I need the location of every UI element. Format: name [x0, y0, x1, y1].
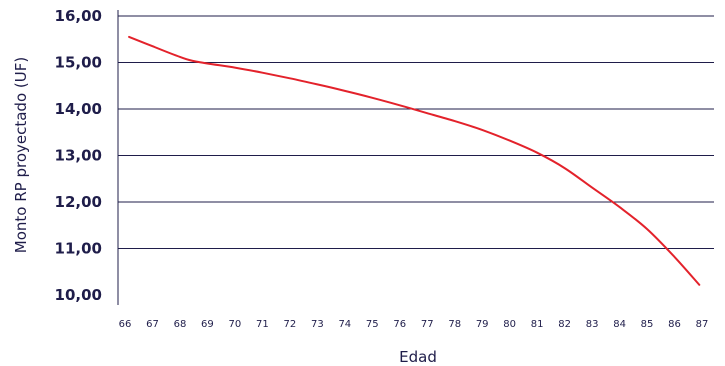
x-tick-label: 72	[283, 319, 296, 330]
x-tick-label: 76	[393, 319, 406, 330]
y-tick-label: 13,00	[55, 147, 102, 165]
x-tick-label: 82	[558, 319, 571, 330]
x-tick-label: 83	[586, 319, 599, 330]
x-tick-label: 87	[696, 319, 709, 330]
x-tick-label: 66	[119, 319, 132, 330]
x-tick-label: 85	[641, 319, 654, 330]
x-tick-label: 78	[448, 319, 461, 330]
x-tick-label: 68	[174, 319, 187, 330]
y-tick-label: 10,00	[55, 286, 102, 304]
x-tick-label: 84	[613, 319, 626, 330]
y-tick-label: 12,00	[55, 193, 102, 211]
x-tick-label: 67	[146, 319, 159, 330]
y-tick-label: 11,00	[55, 240, 102, 258]
series-lines	[128, 35, 701, 286]
x-tick-labels: 66 67 68 69 70 71 72 73 74 75 76 77 78 79 80 81 82 83 84 85…	[119, 319, 709, 330]
x-tick-label: 75	[366, 319, 379, 330]
y-tick-label: 15,00	[55, 54, 102, 72]
y-axis-title: Monto RP proyectado (UF)	[12, 57, 30, 253]
series-line-0	[128, 35, 701, 286]
x-axis-title: Edad	[399, 348, 437, 366]
x-tick-label: 81	[531, 319, 544, 330]
x-tick-label: 74	[338, 319, 351, 330]
x-tick-label: 77	[421, 319, 434, 330]
x-tick-label: 80	[503, 319, 516, 330]
gridlines	[118, 15, 714, 249]
x-tick-label: 69	[201, 319, 214, 330]
x-tick-label: 86	[668, 319, 681, 330]
x-tick-label: 70	[229, 319, 242, 330]
x-tick-label: 71	[256, 319, 269, 330]
y-tick-label: 14,00	[55, 100, 102, 118]
x-tick-label: 79	[476, 319, 489, 330]
x-tick-label: 73	[311, 319, 324, 330]
y-tick-label: 16,00	[55, 7, 102, 25]
y-tick-labels: 10,00 11,00 12,00 13,00 14,00 15,00 16,00	[55, 7, 102, 304]
